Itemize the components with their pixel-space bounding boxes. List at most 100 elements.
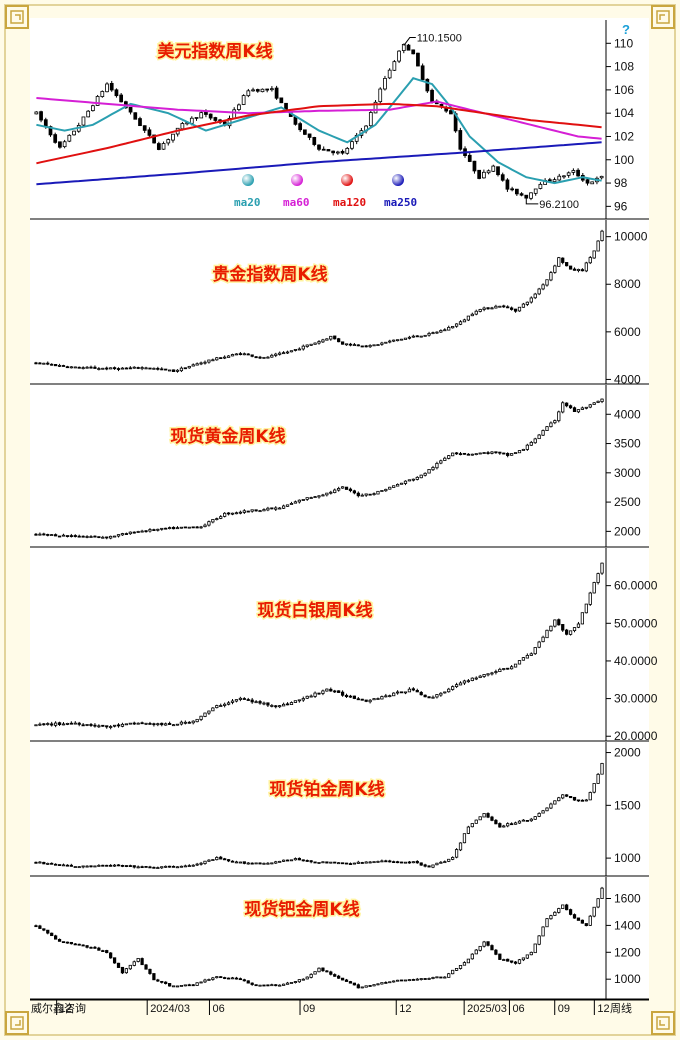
candle-body [451,325,455,329]
candle-body [254,509,258,512]
candle-body [348,695,353,698]
candle-body [529,192,533,199]
candle-body [439,861,443,864]
candle-body [120,533,125,536]
candle-body [120,367,125,370]
candle-body [101,536,105,539]
panel-1: 96 98 100 102 104 106 108 110 ma20 ma60 ma120 ma250… [30,20,649,220]
candle-body [116,724,121,727]
candle-body [293,700,298,703]
candle-body [187,526,191,529]
candle-body [482,674,486,677]
candle-body [592,402,596,405]
candle-body [344,486,349,490]
candle-body [152,367,156,370]
candle-body [399,338,404,341]
candle-body [474,949,478,955]
candle-body [132,865,136,868]
candle-body [112,724,117,727]
candle-body [199,362,203,365]
candle-body [490,307,494,310]
candle-body [470,823,474,828]
candle-body [199,862,203,865]
candle-body [356,344,360,347]
candle-body [368,344,372,348]
candle-body [238,861,242,864]
candles [34,562,604,730]
candle-body [454,849,459,858]
candle-body [443,457,447,461]
candle-body [166,139,171,144]
candle-body [510,453,514,456]
candle-body [191,364,195,367]
candle-body [73,535,77,537]
candle-body [54,722,58,726]
candle-body [148,968,152,974]
candle-body [266,862,270,865]
x-tick-label: 09 [303,1003,315,1015]
candle-body [105,864,109,867]
candle-body [140,866,144,869]
candle-body [183,984,187,987]
candle-body [502,825,506,828]
candle-body [435,462,439,469]
candle-body [53,134,58,143]
candle-body [517,306,522,312]
candle-body [399,979,404,982]
candle-body [85,865,89,868]
candle-body [541,810,545,814]
candle-body [251,89,255,92]
candle-body [360,862,364,864]
candle-body [470,953,474,960]
candle-body [596,240,600,252]
candle-body [211,977,215,980]
candle-body [309,497,313,499]
candle-body [250,509,254,512]
y-tick-label: 1600 [614,892,641,906]
x-tick-label: 2024/03 [150,1003,190,1015]
help-icon[interactable]: ? [622,22,630,37]
candle-body [72,130,76,136]
candle-body [93,865,97,868]
candle-body [462,962,467,966]
candle-body [514,188,519,195]
candle-body [211,707,215,712]
candle-body [54,935,58,940]
candle-body [376,860,380,863]
source-label: 威尔鑫咨询 [31,1001,86,1015]
candle-body [85,945,89,948]
candle-body [396,861,400,864]
candle-body [246,699,250,701]
candle-body [54,534,58,537]
candle-body [142,125,147,131]
candle-body [226,859,231,862]
candle-body [97,725,101,728]
candle-body [211,519,215,523]
candle-body [368,699,372,703]
candle-body [572,268,577,271]
candle-body [183,865,187,868]
candle-body [57,938,62,942]
candle-body [340,691,345,696]
candle-body [305,860,309,862]
candle-body [42,861,46,865]
candle-body [506,306,510,309]
candle-body [191,984,195,987]
candle-body [415,476,419,480]
candle-body [86,110,91,118]
candle-body [470,677,474,681]
candle-body [490,451,494,454]
candle-body [415,335,419,338]
candle-body [50,862,54,865]
candle-body [160,866,164,869]
ma20-legend-label: ma20 [234,196,261,209]
candle-body [128,531,132,535]
candle-body [502,452,506,455]
candle-body [313,861,317,864]
candle-body [297,499,301,503]
candle-body [529,297,533,303]
candle-body [325,970,329,973]
candle-body [237,104,241,110]
candle-body [230,860,235,863]
candle-body [254,862,258,865]
